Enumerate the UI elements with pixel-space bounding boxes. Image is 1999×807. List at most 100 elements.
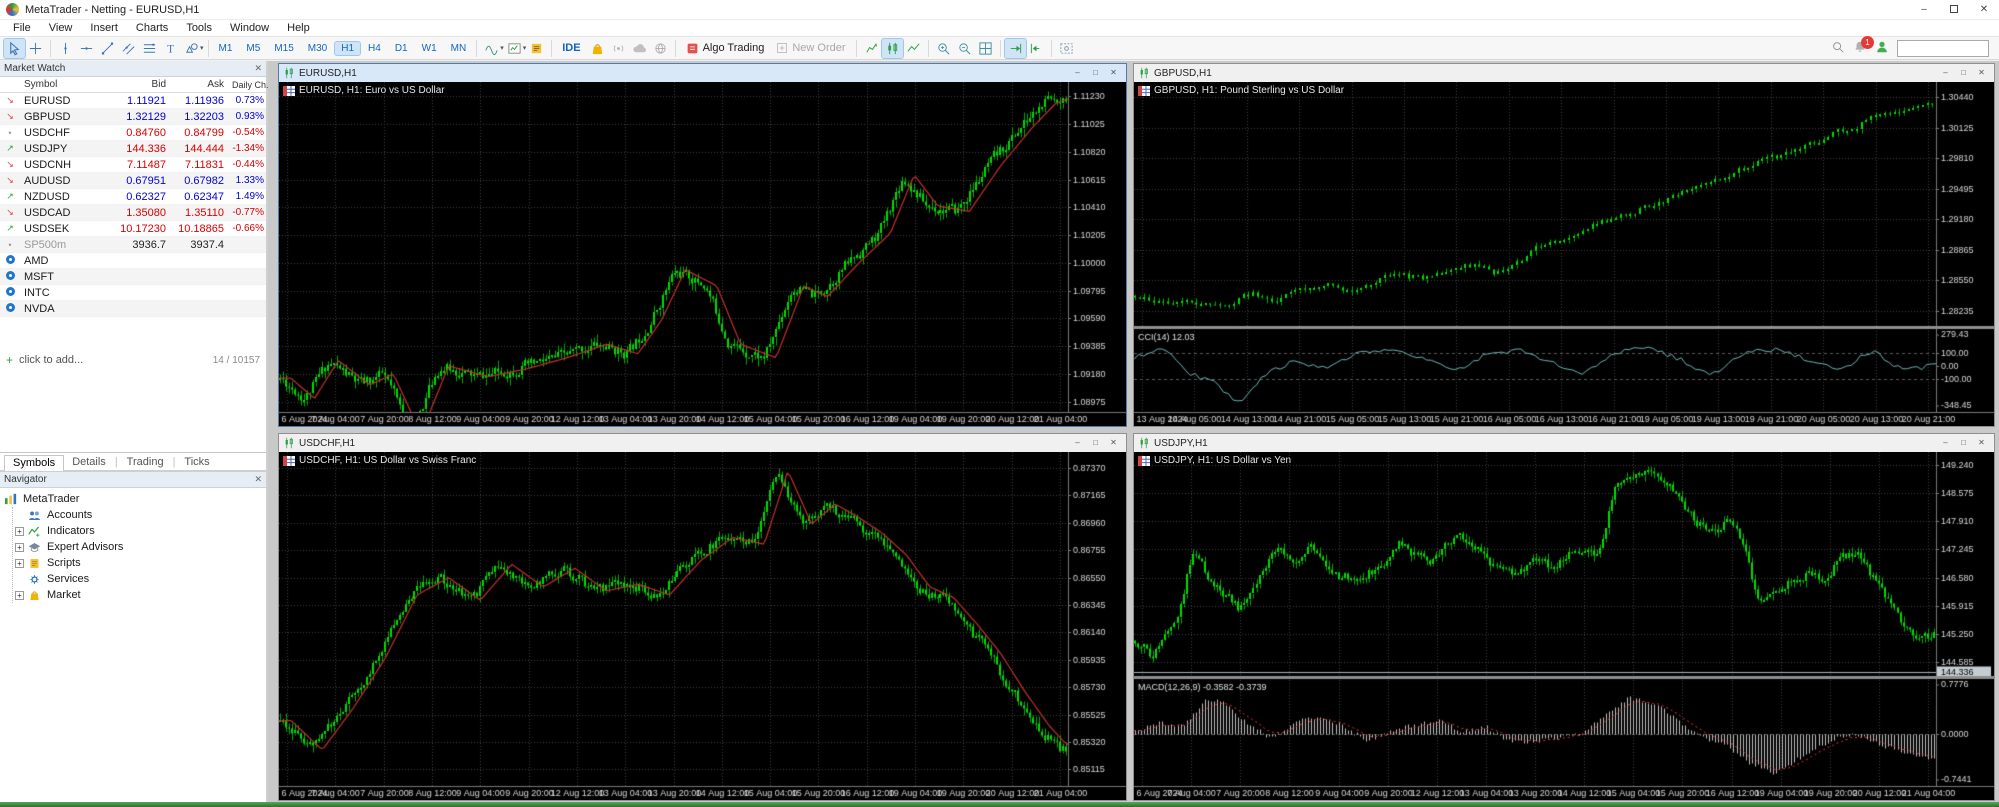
menu-window[interactable]: Window bbox=[230, 21, 270, 34]
sidebar-item-indicators[interactable]: + Indicators bbox=[15, 523, 266, 539]
cloud-icon[interactable] bbox=[629, 39, 650, 58]
tab-ticks[interactable]: Ticks bbox=[184, 456, 210, 468]
menu-view[interactable]: View bbox=[48, 21, 73, 34]
column-bid[interactable]: Bid bbox=[151, 79, 166, 90]
horizontal-line-icon[interactable] bbox=[76, 39, 97, 58]
chart-restore-button[interactable]: □ bbox=[1093, 68, 1098, 77]
table-row-intc[interactable]: INTC bbox=[0, 285, 266, 301]
table-row-usdchf[interactable]: • USDCHF 0.84760 0.84799 -0.54% bbox=[0, 125, 266, 141]
timeframe-m30[interactable]: M30 bbox=[307, 42, 328, 54]
chart-titlebar[interactable]: EURUSD,H1 – □ ✕ bbox=[279, 64, 1126, 82]
tab-details[interactable]: Details bbox=[72, 456, 106, 468]
zoom-in-icon[interactable] bbox=[933, 39, 954, 58]
search-input[interactable] bbox=[1897, 39, 1989, 57]
timeframe-h1[interactable]: H1 bbox=[334, 40, 362, 56]
chart-minimize-button[interactable]: – bbox=[1943, 438, 1948, 447]
objects-list-icon[interactable] bbox=[526, 39, 547, 58]
trendline-icon[interactable] bbox=[97, 39, 118, 58]
sidebar-item-scripts[interactable]: + Scripts bbox=[15, 555, 266, 571]
menu-charts[interactable]: Charts bbox=[135, 21, 169, 34]
crosshair-icon[interactable] bbox=[25, 39, 46, 58]
tile-windows-icon[interactable] bbox=[975, 39, 996, 58]
table-row-amd[interactable]: AMD bbox=[0, 253, 266, 269]
timeframe-m1[interactable]: M1 bbox=[218, 42, 233, 54]
chart-minimize-button[interactable]: – bbox=[1075, 438, 1080, 447]
sidebar-item-expert-advisors[interactable]: + Expert Advisors bbox=[15, 539, 266, 555]
chart-close-button[interactable]: ✕ bbox=[1110, 68, 1117, 77]
chart-restore-button[interactable]: □ bbox=[1961, 68, 1966, 77]
cursor-pointer-icon[interactable] bbox=[3, 37, 26, 59]
shapes-icon[interactable] bbox=[181, 39, 202, 58]
indicators-icon[interactable] bbox=[481, 39, 502, 58]
indicator-window-icon[interactable] bbox=[504, 39, 525, 58]
column-symbol[interactable]: Symbol bbox=[24, 79, 58, 90]
table-row-usdjpy[interactable]: ↗ USDJPY 144.336 144.444 -1.34% bbox=[0, 141, 266, 157]
fibonacci-icon[interactable] bbox=[139, 39, 160, 58]
table-row-sp500m[interactable]: • SP500m 3936.7 3937.4 bbox=[0, 237, 266, 253]
chart-titlebar[interactable]: USDJPY,H1 – □ ✕ bbox=[1134, 434, 1994, 452]
chart-close-button[interactable]: ✕ bbox=[1110, 438, 1117, 447]
table-row-gbpusd[interactable]: ↘ GBPUSD 1.32129 1.32203 0.93% bbox=[0, 109, 266, 125]
table-row-nvda[interactable]: NVDA bbox=[0, 301, 266, 317]
column-daily-change[interactable]: Daily Ch... bbox=[232, 79, 268, 90]
shapes-dropdown-icon[interactable]: ▾ bbox=[200, 45, 204, 52]
chart-shift-icon[interactable] bbox=[1026, 39, 1047, 58]
table-row-eurusd[interactable]: ↘ EURUSD 1.11921 1.11936 0.73% bbox=[0, 93, 266, 109]
table-row-msft[interactable]: MSFT bbox=[0, 269, 266, 285]
algo-trading-button[interactable]: Algo Trading bbox=[680, 41, 771, 56]
market-watch-close-icon[interactable]: ✕ bbox=[254, 63, 262, 73]
expand-icon[interactable]: + bbox=[15, 526, 24, 536]
chart-close-button[interactable]: ✕ bbox=[1978, 68, 1985, 77]
tab-symbols[interactable]: Symbols bbox=[4, 455, 65, 471]
menu-file[interactable]: File bbox=[13, 21, 31, 34]
chart-restore-button[interactable]: □ bbox=[1961, 438, 1966, 447]
chart-window-usdjpy[interactable]: USDJPY,H1 – □ ✕ USDJPY, H1: US Dollar vs… bbox=[1133, 433, 1995, 801]
tab-trading[interactable]: Trading bbox=[126, 456, 164, 468]
navigator-close-icon[interactable]: ✕ bbox=[254, 474, 262, 484]
price-chart-canvas[interactable] bbox=[1134, 452, 1994, 800]
vps-icon[interactable] bbox=[650, 39, 671, 58]
sidebar-item-market[interactable]: + Market bbox=[15, 587, 266, 603]
chart-minimize-button[interactable]: – bbox=[1075, 68, 1080, 77]
chart-window-usdchf[interactable]: USDCHF,H1 – □ ✕ USDCHF, H1: US Dollar vs… bbox=[278, 433, 1127, 801]
line-mode-icon[interactable] bbox=[903, 39, 924, 58]
screenshot-icon[interactable] bbox=[1056, 39, 1077, 58]
community-user-icon[interactable] bbox=[1875, 40, 1889, 57]
expand-icon[interactable]: + bbox=[15, 542, 24, 552]
chart-titlebar[interactable]: GBPUSD,H1 – □ ✕ bbox=[1134, 64, 1994, 82]
expand-icon[interactable]: + bbox=[15, 558, 24, 568]
vertical-line-icon[interactable] bbox=[55, 39, 76, 58]
table-row-usdcad[interactable]: ↘ USDCAD 1.35080 1.35110 -0.77% bbox=[0, 205, 266, 221]
chart-close-button[interactable]: ✕ bbox=[1978, 438, 1985, 447]
timeframe-m5[interactable]: M5 bbox=[246, 42, 261, 54]
timeframe-m15[interactable]: M15 bbox=[274, 42, 294, 54]
chart-window-eurusd[interactable]: EURUSD,H1 – □ ✕ EURUSD, H1: Euro vs US D… bbox=[278, 63, 1127, 427]
minimize-button[interactable]: – bbox=[1921, 3, 1927, 15]
timeframe-mn[interactable]: MN bbox=[450, 42, 467, 54]
menu-insert[interactable]: Insert bbox=[90, 21, 118, 34]
indicators-dropdown-icon[interactable]: ▾ bbox=[500, 45, 504, 52]
price-chart-canvas[interactable] bbox=[279, 82, 1126, 426]
text-label-icon[interactable]: T bbox=[160, 39, 181, 58]
sidebar-item-accounts[interactable]: Accounts bbox=[15, 507, 266, 523]
indicator-window-dropdown-icon[interactable]: ▾ bbox=[522, 45, 527, 52]
click-to-add-row[interactable]: + click to add... 14 / 10157 bbox=[6, 353, 260, 367]
auto-scroll-icon[interactable] bbox=[1003, 37, 1027, 59]
ide-button[interactable]: IDE bbox=[562, 42, 581, 54]
timeframe-d1[interactable]: D1 bbox=[394, 42, 408, 54]
navigator-root[interactable]: MetaTrader bbox=[4, 491, 266, 507]
zoom-out-icon[interactable] bbox=[954, 39, 975, 58]
menu-help[interactable]: Help bbox=[287, 21, 310, 34]
menu-tools[interactable]: Tools bbox=[186, 21, 212, 34]
table-row-nzdusd[interactable]: ↗ NZDUSD 0.62327 0.62347 1.49% bbox=[0, 189, 266, 205]
close-button[interactable]: ✕ bbox=[1979, 3, 1989, 15]
expand-icon[interactable]: + bbox=[15, 590, 24, 600]
table-row-usdcnh[interactable]: ↘ USDCNH 7.11487 7.11831 -0.44% bbox=[0, 157, 266, 173]
market-bag-icon[interactable] bbox=[587, 39, 608, 58]
chart-restore-button[interactable]: □ bbox=[1093, 438, 1098, 447]
signals-icon[interactable] bbox=[608, 39, 629, 58]
price-chart-canvas[interactable] bbox=[279, 452, 1126, 800]
tick-chart-icon[interactable] bbox=[861, 39, 882, 58]
timeframe-h4[interactable]: H4 bbox=[368, 42, 381, 54]
table-row-audusd[interactable]: ↘ AUDUSD 0.67951 0.67982 1.33% bbox=[0, 173, 266, 189]
